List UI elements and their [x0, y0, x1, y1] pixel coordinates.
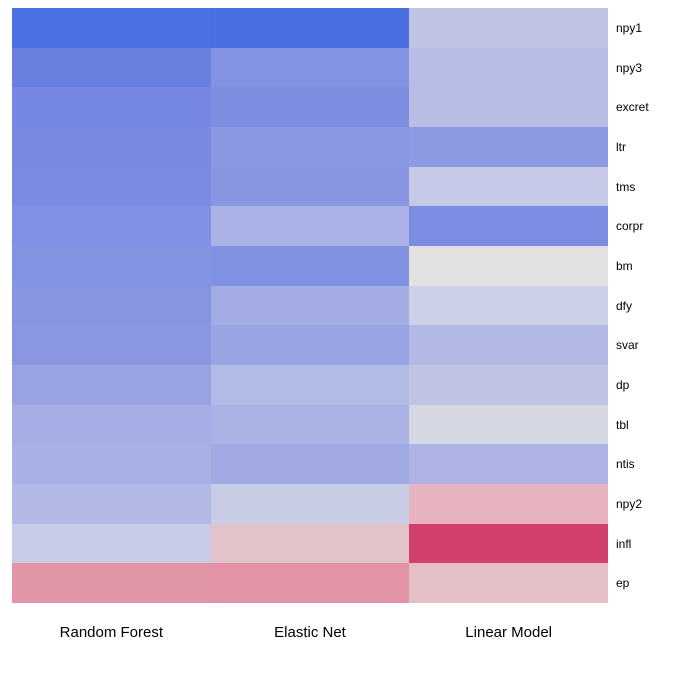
heatmap-cell	[409, 523, 608, 564]
heatmap-cell	[12, 87, 211, 127]
row-label: npy1	[616, 20, 643, 35]
heatmap-cell	[210, 444, 410, 484]
heatmap-cell	[409, 404, 608, 445]
heatmap-cell	[12, 166, 211, 207]
row-label: tms	[616, 179, 636, 194]
heatmap-cell	[12, 563, 211, 603]
row-label: infl	[616, 536, 632, 551]
row-label: svar	[616, 338, 639, 353]
heatmap-cell	[409, 325, 608, 365]
heatmap-cell	[210, 127, 410, 167]
heatmap-cell	[409, 365, 608, 405]
heatmap-cell	[210, 325, 410, 365]
column-label: Random Forest	[59, 623, 164, 641]
heatmap-cell	[210, 563, 410, 603]
heatmap-cell	[210, 87, 410, 127]
row-label: bm	[616, 258, 633, 273]
column-label: Linear Model	[465, 623, 553, 641]
heatmap-cell	[12, 8, 211, 48]
heatmap-cell	[409, 206, 608, 246]
row-label: npy3	[616, 60, 643, 75]
heatmap-cell	[210, 365, 410, 405]
heatmap-cell	[409, 47, 608, 88]
row-label: excret	[616, 100, 649, 115]
heatmap-cell	[12, 285, 211, 326]
heatmap-cell	[210, 8, 410, 48]
heatmap-cell	[409, 8, 608, 48]
heatmap-cell	[409, 127, 608, 167]
heatmap-cell	[210, 484, 410, 524]
heatmap-cell	[12, 206, 211, 246]
row-label: dp	[616, 377, 630, 392]
heatmap-cell	[210, 166, 410, 207]
heatmap-cell	[409, 444, 608, 484]
heatmap-cell	[210, 523, 410, 564]
row-labels: npy1 npy3 excret ltr tms corpr bm dfy svar dp tbl n…	[616, 8, 686, 603]
heatmap-cell	[210, 404, 410, 445]
row-label: ep	[616, 576, 630, 591]
row-label: tbl	[616, 417, 629, 432]
heatmap-grid	[12, 8, 608, 603]
heatmap-cell	[12, 404, 211, 445]
heatmap-cell	[409, 484, 608, 524]
heatmap-cell	[12, 246, 211, 286]
heatmap-cell	[12, 47, 211, 88]
row-label: dfy	[616, 298, 633, 313]
heatmap-cell	[409, 246, 608, 286]
heatmap-cell	[409, 166, 608, 207]
column-labels: Random Forest Elastic Net Linear Model	[12, 617, 608, 647]
heatmap-cell	[12, 365, 211, 405]
row-label: npy2	[616, 496, 643, 511]
heatmap-cell	[12, 325, 211, 365]
row-label: ltr	[616, 139, 626, 154]
heatmap-cell	[409, 87, 608, 127]
heatmap-cell	[409, 563, 608, 603]
row-label: corpr	[616, 219, 644, 234]
heatmap-cell	[210, 285, 410, 326]
column-label: Elastic Net	[274, 623, 346, 641]
heatmap-cell	[210, 47, 410, 88]
heatmap-cell	[12, 127, 211, 167]
heatmap-cell	[12, 444, 211, 484]
heatmap-cell	[12, 523, 211, 564]
heatmap-cell	[210, 206, 410, 246]
heatmap-cell	[210, 246, 410, 286]
row-label: ntis	[616, 457, 635, 472]
heatmap-cell	[12, 484, 211, 524]
heatmap-cell	[409, 285, 608, 326]
